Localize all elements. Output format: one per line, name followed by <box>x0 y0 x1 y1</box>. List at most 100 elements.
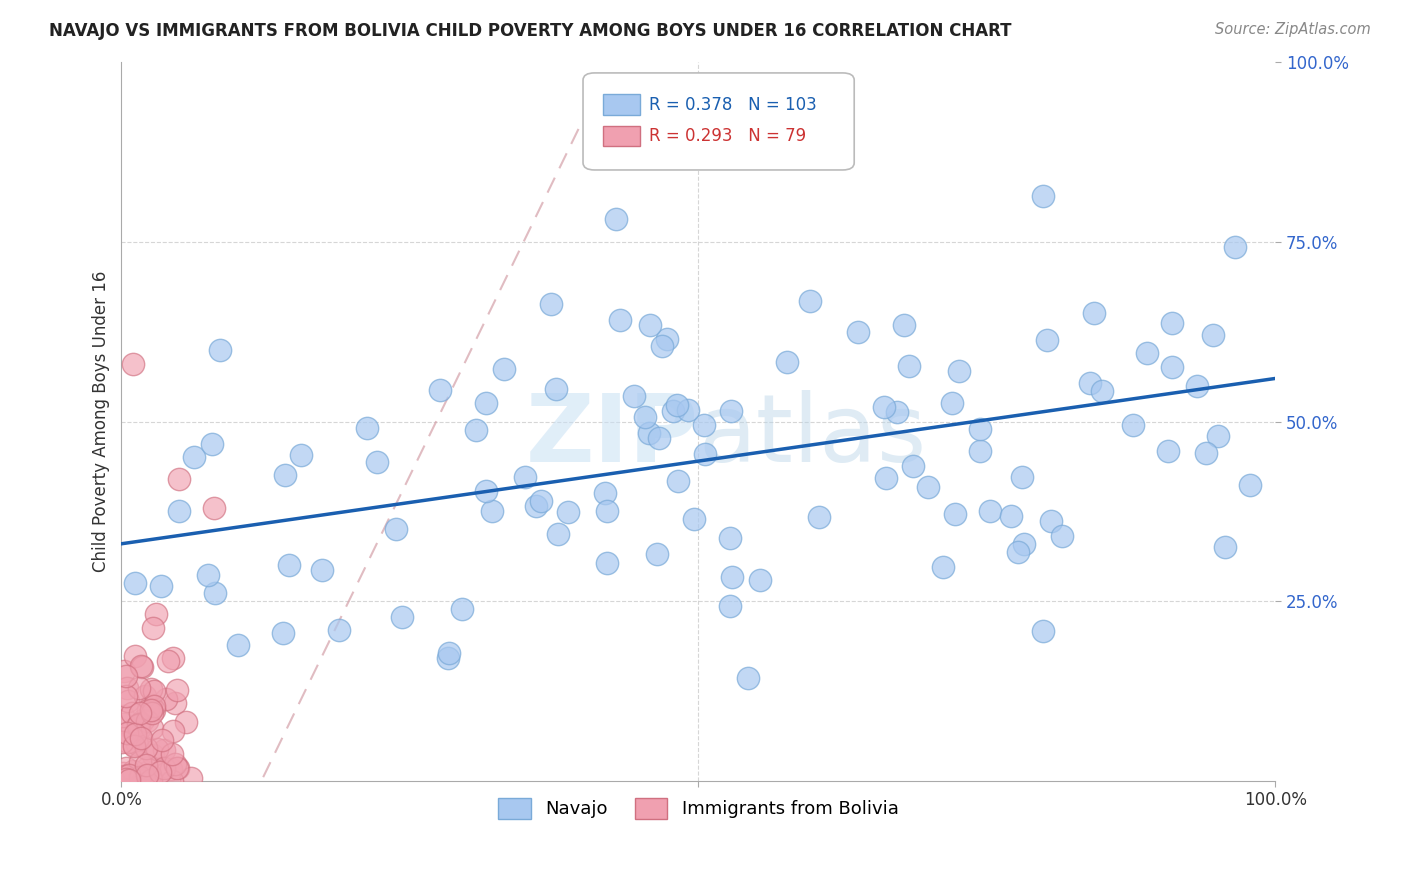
Point <box>886 405 908 419</box>
Point <box>112 664 135 678</box>
Point <box>666 474 689 488</box>
Point <box>1083 306 1105 320</box>
Point <box>356 421 378 435</box>
Point <box>197 567 219 582</box>
Point <box>651 339 673 353</box>
Point <box>165 757 187 772</box>
Point <box>634 409 657 424</box>
Point <box>718 599 741 614</box>
Point <box>1078 376 1101 390</box>
Point <box>737 671 759 685</box>
Point <box>135 760 157 774</box>
Point <box>155 691 177 706</box>
Point <box>142 698 165 713</box>
Point <box>139 773 162 788</box>
Point <box>129 659 152 673</box>
Point <box>665 398 688 412</box>
Point <box>540 297 562 311</box>
Point <box>141 706 163 721</box>
Point <box>605 212 627 227</box>
Point <box>278 558 301 573</box>
Point <box>136 767 159 781</box>
Point <box>128 681 150 696</box>
Point <box>139 768 162 782</box>
Point <box>162 747 184 761</box>
Point <box>166 761 188 775</box>
Point <box>437 651 460 665</box>
Point <box>875 471 897 485</box>
Point <box>122 739 145 754</box>
Point <box>385 522 408 536</box>
Point <box>142 621 165 635</box>
Point <box>481 503 503 517</box>
Point <box>167 761 190 775</box>
FancyBboxPatch shape <box>603 126 640 146</box>
Point <box>166 682 188 697</box>
Point <box>169 504 191 518</box>
Point <box>546 382 568 396</box>
Point <box>112 717 135 731</box>
FancyBboxPatch shape <box>583 73 855 170</box>
Point <box>465 423 488 437</box>
Point <box>183 450 205 464</box>
Point <box>1091 384 1114 398</box>
FancyBboxPatch shape <box>603 95 640 114</box>
Point <box>1157 444 1180 458</box>
Point <box>808 509 831 524</box>
Point <box>547 527 569 541</box>
Point <box>121 723 143 737</box>
Point <box>127 737 149 751</box>
Point <box>162 723 184 738</box>
Point <box>846 326 869 340</box>
Point <box>932 560 955 574</box>
Point <box>893 318 915 333</box>
Point <box>695 447 717 461</box>
Point <box>596 556 619 570</box>
Point <box>492 361 515 376</box>
Point <box>1160 316 1182 330</box>
Point <box>648 430 671 444</box>
Point <box>159 762 181 776</box>
Point <box>638 425 661 440</box>
Point <box>145 607 167 621</box>
Y-axis label: Child Poverty Among Boys Under 16: Child Poverty Among Boys Under 16 <box>93 271 110 573</box>
Point <box>1000 508 1022 523</box>
Point <box>609 313 631 327</box>
Text: R = 0.378   N = 103: R = 0.378 N = 103 <box>648 95 817 113</box>
Point <box>129 706 152 721</box>
Point <box>134 689 156 703</box>
Point <box>150 579 173 593</box>
Point <box>969 444 991 458</box>
Point <box>1208 429 1230 443</box>
Point <box>748 573 770 587</box>
Point <box>640 318 662 332</box>
Point <box>204 586 226 600</box>
Point <box>148 761 170 775</box>
Point <box>1032 624 1054 638</box>
Point <box>201 437 224 451</box>
Point <box>1032 188 1054 202</box>
Point <box>142 703 165 717</box>
Point <box>153 761 176 775</box>
Point <box>114 772 136 786</box>
Text: ZIP: ZIP <box>526 390 699 482</box>
Text: Source: ZipAtlas.com: Source: ZipAtlas.com <box>1215 22 1371 37</box>
Text: R = 0.293   N = 79: R = 0.293 N = 79 <box>648 128 806 145</box>
Point <box>1213 540 1236 554</box>
Point <box>530 494 553 508</box>
Point <box>115 669 138 683</box>
Point <box>451 601 474 615</box>
Point <box>202 500 225 515</box>
Point <box>127 718 149 732</box>
Point <box>136 764 159 779</box>
Point <box>311 563 333 577</box>
Point <box>122 357 145 371</box>
Point <box>873 400 896 414</box>
Point <box>661 404 683 418</box>
Point <box>124 649 146 664</box>
Point <box>271 626 294 640</box>
Point <box>776 355 799 369</box>
Point <box>1225 240 1247 254</box>
Point <box>117 735 139 749</box>
Point <box>474 396 496 410</box>
